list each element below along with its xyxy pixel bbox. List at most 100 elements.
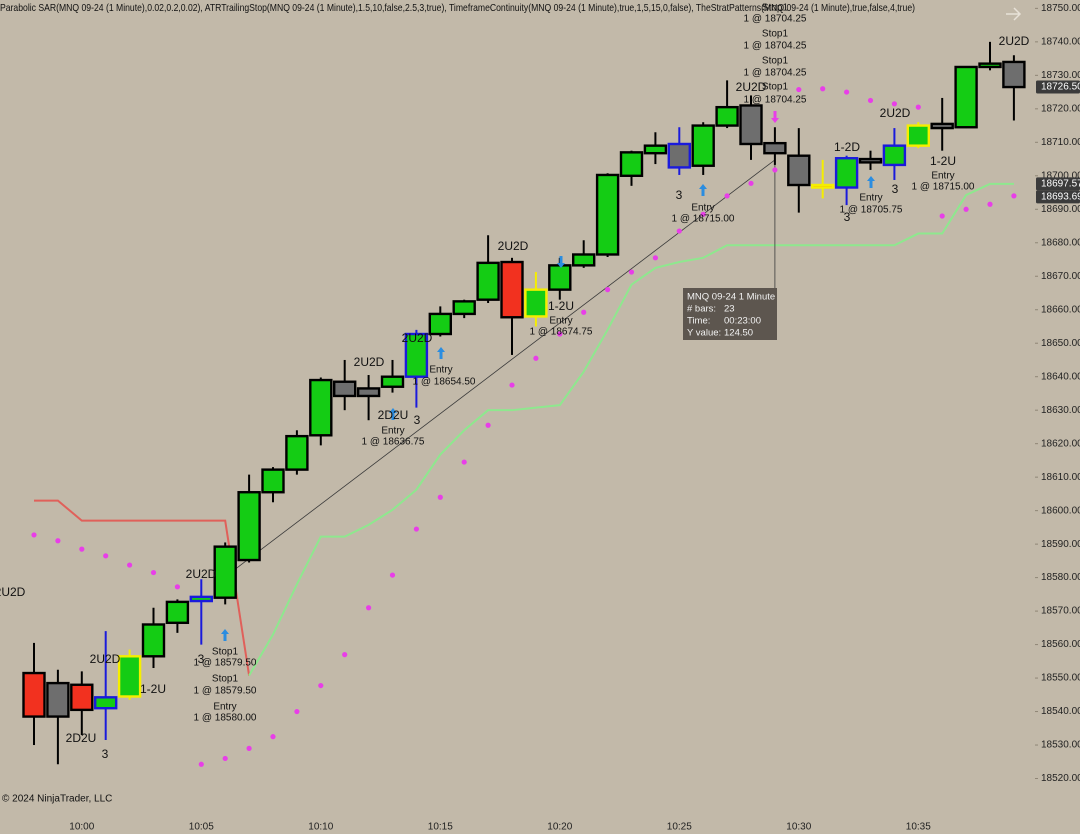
candle-body bbox=[643, 144, 668, 155]
strat-annotation: 1 @ 18715.00 bbox=[912, 182, 975, 193]
order-arrow bbox=[221, 629, 229, 641]
candle-body bbox=[428, 312, 452, 336]
sar-dot bbox=[294, 708, 300, 715]
sar-dot bbox=[222, 755, 228, 762]
trailing-stop-line bbox=[248, 182, 1014, 677]
y-tick-label: 18630.00 bbox=[1041, 405, 1080, 416]
candle-body bbox=[452, 300, 476, 316]
y-tick-label: 18740.00 bbox=[1041, 36, 1080, 47]
order-arrow bbox=[699, 184, 707, 196]
trailing-stop-line bbox=[34, 499, 251, 676]
candle-body bbox=[763, 141, 787, 155]
y-tick-label: 18570.00 bbox=[1041, 606, 1080, 617]
strat-annotation: 3 bbox=[676, 188, 683, 202]
sar-dot bbox=[485, 422, 491, 428]
strat-annotation: 2D2U bbox=[378, 408, 409, 422]
candle-body bbox=[285, 434, 309, 471]
order-arrow bbox=[437, 347, 445, 359]
candle-body bbox=[356, 387, 381, 398]
strat-annotation: 1 @ 18704.25 bbox=[744, 95, 807, 106]
sar-dot bbox=[533, 355, 539, 361]
candle-body bbox=[333, 380, 357, 398]
candle-body bbox=[70, 683, 94, 712]
sar-dot bbox=[1011, 193, 1017, 199]
sar-dot bbox=[127, 562, 133, 568]
strat-annotation: 2U2D bbox=[736, 80, 767, 94]
tooltip-value: 00:23:00 bbox=[724, 316, 761, 327]
candle-body bbox=[476, 261, 500, 301]
sar-dot bbox=[891, 101, 898, 107]
price-marker-label: 18693.69 bbox=[1041, 192, 1080, 203]
strat-annotation: 2D2U bbox=[66, 731, 97, 745]
price-marker bbox=[1036, 177, 1080, 191]
sar-dot bbox=[939, 213, 945, 219]
candle-body bbox=[834, 157, 859, 189]
sar-dot bbox=[700, 211, 706, 217]
sar-dot bbox=[844, 89, 850, 95]
strat-annotation: 1 @ 18704.25 bbox=[744, 68, 807, 79]
order-arrow bbox=[389, 408, 397, 420]
y-tick-label: 18660.00 bbox=[1041, 304, 1080, 315]
sar-dot bbox=[270, 734, 276, 740]
strat-annotation: 2U2D bbox=[402, 331, 433, 345]
candle-body bbox=[189, 595, 214, 603]
tooltip-value: 124.50 bbox=[724, 328, 753, 339]
sar-dot bbox=[31, 532, 37, 538]
candle-body bbox=[882, 144, 907, 167]
strat-annotation: 1 @ 18704.25 bbox=[744, 41, 807, 52]
candle-body bbox=[715, 105, 739, 127]
sar-dot bbox=[55, 538, 61, 544]
strat-annotation: Entry bbox=[429, 365, 452, 376]
candle-body bbox=[739, 104, 763, 146]
strat-annotation: Entry bbox=[381, 426, 404, 437]
sar-dot bbox=[987, 201, 993, 207]
y-tick-label: 18520.00 bbox=[1041, 773, 1080, 784]
y-tick-label: 18690.00 bbox=[1041, 204, 1080, 215]
strat-annotation: Entry bbox=[859, 193, 882, 204]
candle-body bbox=[404, 332, 429, 378]
x-tick-label: 10:30 bbox=[786, 822, 811, 833]
candle-body bbox=[906, 124, 930, 147]
strat-annotation: 2U2D bbox=[999, 34, 1030, 48]
y-tick-label: 18730.00 bbox=[1041, 70, 1080, 81]
strat-annotation: 2U2D bbox=[498, 239, 529, 253]
tooltip-label: Time: bbox=[687, 316, 710, 327]
candle-body bbox=[595, 173, 620, 256]
y-tick-label: 18710.00 bbox=[1041, 137, 1080, 148]
sar-dot bbox=[366, 605, 372, 611]
strat-annotation: Stop1 bbox=[762, 3, 789, 14]
order-arrow bbox=[867, 176, 875, 188]
tooltip-label: # bars: bbox=[687, 304, 716, 315]
y-tick-label: 18640.00 bbox=[1041, 371, 1080, 382]
candle-body bbox=[46, 681, 70, 718]
y-tick-label: 18680.00 bbox=[1041, 237, 1080, 248]
strat-annotation: 1 @ 18579.50 bbox=[194, 658, 257, 669]
scroll-arrow[interactable] bbox=[1006, 7, 1022, 21]
tooltip-value: 23 bbox=[724, 304, 735, 315]
sar-dot bbox=[461, 459, 467, 465]
order-arrow bbox=[771, 111, 779, 123]
sar-dot bbox=[103, 553, 109, 559]
sar-dot bbox=[581, 309, 587, 315]
candle-body bbox=[165, 600, 190, 625]
candle-body bbox=[619, 151, 644, 177]
candle-body bbox=[858, 157, 883, 164]
sar-dot bbox=[628, 269, 635, 275]
candle-body bbox=[213, 545, 237, 599]
candle-body bbox=[572, 253, 596, 267]
y-tick-label: 18720.00 bbox=[1041, 103, 1080, 114]
candle-body bbox=[954, 65, 978, 129]
order-arrow bbox=[557, 256, 565, 268]
tooltip-title: MNQ 09-24 1 Minute bbox=[687, 292, 775, 303]
sar-dot bbox=[772, 167, 778, 173]
sar-dot bbox=[79, 546, 85, 552]
sar-dot bbox=[605, 287, 611, 293]
y-tick-label: 18700.00 bbox=[1041, 170, 1080, 181]
strat-annotation: 3 bbox=[892, 182, 899, 196]
strat-annotation: 2U2D bbox=[354, 355, 385, 369]
sar-dot bbox=[389, 572, 396, 578]
candle-body bbox=[117, 655, 142, 698]
price-marker bbox=[1036, 190, 1080, 204]
strat-annotation: 1-2U bbox=[930, 154, 956, 168]
